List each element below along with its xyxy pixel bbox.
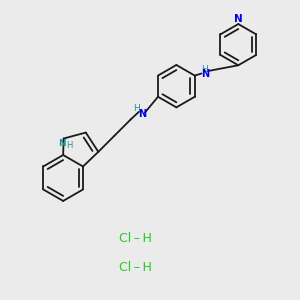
Text: Cl – H: Cl – H xyxy=(119,232,152,245)
Text: N: N xyxy=(201,69,209,80)
Text: N: N xyxy=(138,109,146,118)
Text: N: N xyxy=(234,14,243,24)
Text: N: N xyxy=(58,139,66,148)
Text: Cl – H: Cl – H xyxy=(119,261,152,274)
Text: H: H xyxy=(201,64,208,74)
Text: H: H xyxy=(133,104,140,113)
Text: H: H xyxy=(66,141,72,150)
